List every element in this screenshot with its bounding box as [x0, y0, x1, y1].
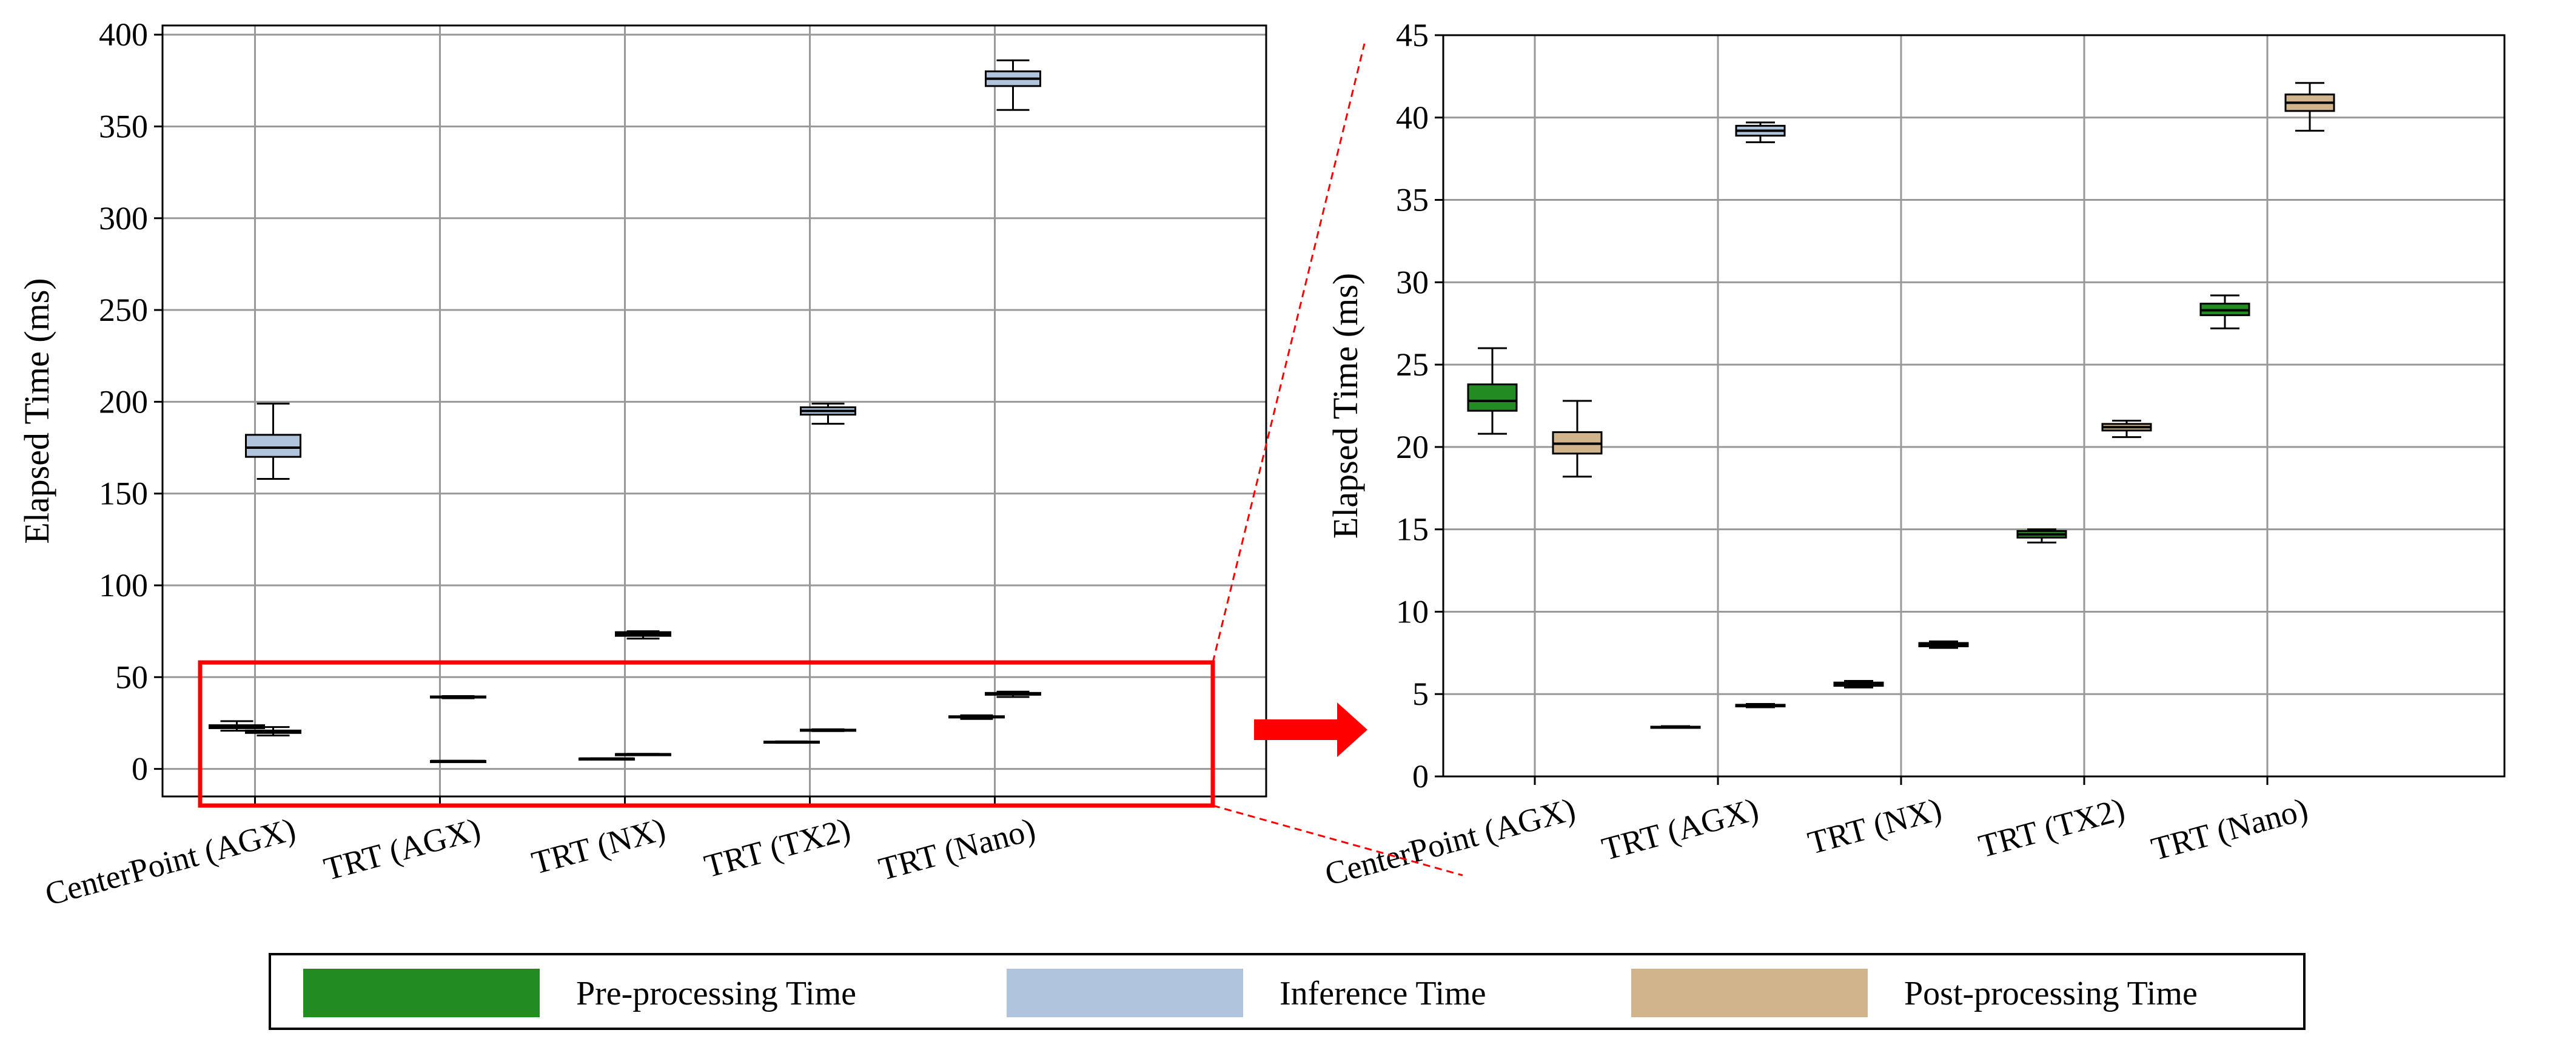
box-post-processing-time-trt-tx2 — [800, 728, 856, 732]
y-tick-label: 0 — [1412, 758, 1429, 795]
box-pre-processing-time-centerpoint-agx — [1467, 347, 1518, 435]
legend-label-inference-time: Inference Time — [1280, 975, 1486, 1012]
y-tick-label: 150 — [99, 476, 148, 512]
box-pre-processing-time-trt-tx2 — [763, 740, 820, 744]
box-pre-processing-time-trt-agx — [1650, 725, 1701, 729]
x-tick-label-trt-tx2: TRT (TX2) — [700, 811, 854, 885]
y-tick-label: 5 — [1412, 676, 1429, 712]
overview-chart: 0 50 100 150 200 250 300 350 400 CenterPoint (AGX… — [17, 16, 1267, 913]
box-post-processing-time-trt-nano — [2284, 82, 2335, 132]
box-inference-time-trt-nx — [615, 630, 671, 640]
box-iqr — [245, 434, 301, 458]
box-post-processing-time-trt-agx — [1735, 121, 1786, 144]
y-tick-label: 0 — [132, 751, 148, 787]
box-post-processing-time-centerpoint-agx — [1552, 400, 1603, 478]
y-tick-label: 35 — [1396, 182, 1429, 218]
y-tick-label: 100 — [99, 567, 148, 604]
box-pre-processing-time-trt-tx2 — [2016, 528, 2067, 544]
plot-frame — [1442, 34, 2506, 778]
y-tick-label: 30 — [1396, 264, 1429, 300]
box-post-processing-time-trt-agx — [430, 759, 486, 763]
y-tick-label: 300 — [99, 200, 148, 237]
box-iqr — [1467, 383, 1518, 412]
y-tick-label: 10 — [1396, 593, 1429, 630]
legend-swatch-pre-processing-time — [303, 969, 540, 1017]
zoom-annotation — [198, 43, 1463, 877]
x-tick-label-trt-agx: TRT (AGX) — [320, 811, 485, 887]
y-tick-label: 350 — [99, 108, 148, 144]
y-axis-label: Elapsed Time (ms) — [1326, 273, 1365, 539]
box-pre-processing-time-trt-nano — [2199, 294, 2250, 329]
box-post-processing-time-trt-nano — [985, 690, 1041, 698]
box-pre-processing-time-centerpoint-agx — [209, 720, 265, 732]
y-tick-label: 400 — [99, 16, 148, 53]
y-axis-label: Elapsed Time (ms) — [17, 278, 56, 544]
legend-label-pre-processing-time: Pre-processing Time — [576, 975, 856, 1012]
box-inference-time-trt-tx2 — [800, 402, 856, 425]
x-tick-label-trt-nx: TRT (NX) — [1804, 791, 1945, 861]
x-tick-label-centerpoint-agx: CenterPoint (AGX) — [1321, 791, 1580, 893]
y-tick-label: 15 — [1396, 511, 1429, 548]
box-pre-processing-time-trt-nx — [1833, 679, 1884, 688]
zoom-connector-bottom — [1212, 804, 1463, 877]
box-post-processing-time-trt-nx — [1918, 640, 1969, 649]
box-inference-time-trt-agx — [1735, 703, 1786, 708]
box-post-processing-time-trt-tx2 — [2101, 419, 2152, 439]
box-inference-time-trt-nano — [985, 59, 1041, 111]
x-tick-label-trt-tx2: TRT (TX2) — [1975, 791, 2128, 865]
x-tick-label-trt-nano: TRT (Nano) — [875, 811, 1039, 887]
box-pre-processing-time-trt-nano — [948, 714, 1005, 720]
zoom-connector-top — [1212, 43, 1366, 663]
x-tick-label-centerpoint-agx: CenterPoint (AGX) — [41, 811, 300, 913]
legend: Pre-processing Time Inference Time Post-pr… — [269, 953, 2306, 1030]
legend-label-post-processing-time: Post-processing Time — [1904, 975, 2198, 1012]
zoom-arrow — [1254, 702, 1367, 757]
box-pre-processing-time-trt-nx — [579, 757, 635, 761]
box-inference-time-trt-agx — [430, 695, 486, 699]
y-tick-label: 200 — [99, 383, 148, 420]
y-tick-label: 45 — [1396, 17, 1429, 53]
x-tick-label-trt-agx: TRT (AGX) — [1598, 791, 1762, 867]
plot-frame — [161, 24, 1267, 798]
box-post-processing-time-centerpoint-agx — [245, 726, 301, 737]
y-tick-label: 250 — [99, 292, 148, 328]
legend-swatch-post-processing-time — [1631, 969, 1868, 1017]
legend-swatch-inference-time — [1007, 969, 1243, 1017]
zoom-region-box — [198, 660, 1215, 808]
y-tick-label: 20 — [1396, 429, 1429, 465]
legend-frame — [269, 953, 2306, 1030]
x-tick-label-trt-nx: TRT (NX) — [528, 811, 669, 881]
box-inference-time-centerpoint-agx — [245, 402, 301, 480]
x-tick-label-trt-nano: TRT (Nano) — [2147, 791, 2312, 867]
y-tick-label: 40 — [1396, 99, 1429, 136]
y-tick-label: 25 — [1396, 346, 1429, 383]
box-post-processing-time-trt-nx — [615, 753, 671, 756]
y-tick-label: 50 — [115, 659, 148, 695]
